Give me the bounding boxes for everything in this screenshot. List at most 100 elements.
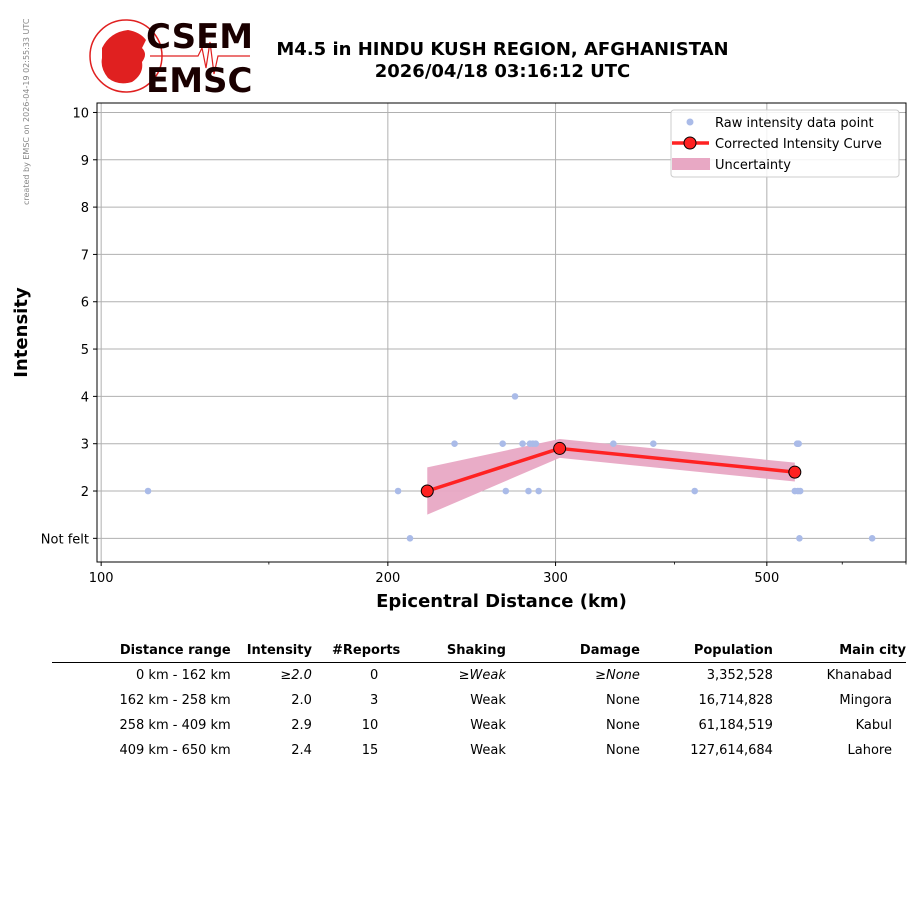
raw-data-point xyxy=(650,440,657,448)
col-main-city: Main city xyxy=(772,641,906,663)
legend-uncertainty-label: Uncertainty xyxy=(715,158,791,173)
cell-population: 127,614,684 xyxy=(690,743,773,758)
curve-layer xyxy=(420,441,802,498)
y-tick-label: 9 xyxy=(81,154,89,169)
chart-title: M4.5 in HINDU KUSH REGION, AFGHANISTAN xyxy=(276,39,729,60)
cell-population: 3,352,528 xyxy=(706,668,773,683)
legend-box xyxy=(670,109,900,178)
table-header-row: Distance range Intensity #Reports Shakin… xyxy=(52,641,906,663)
cell-city: Kabul xyxy=(855,718,892,733)
curve-point xyxy=(788,465,802,479)
cell-intensity: 2.9 xyxy=(291,718,312,733)
col-damage: Damage xyxy=(505,641,640,663)
legend-curve-label: Corrected Intensity Curve xyxy=(715,137,882,152)
legend-curve-marker xyxy=(683,136,697,150)
raw-data-point xyxy=(502,487,510,495)
logo-continents xyxy=(101,30,146,84)
cell-distance: 162 km - 258 km xyxy=(119,693,231,708)
cell-population: 16,714,828 xyxy=(698,693,773,708)
raw-data-point xyxy=(406,535,414,542)
y-tick-label: 5 xyxy=(81,343,89,358)
cell-city: Khanabad xyxy=(826,668,892,683)
col-population: Population xyxy=(639,641,773,663)
logo-seismogram xyxy=(150,41,250,75)
table-row: 258 km - 409 km 2.9 10 Weak None 61,184,… xyxy=(52,713,906,738)
chart-subtitle: 2026/04/18 03:16:12 UTC xyxy=(374,61,631,82)
raw-points-layer xyxy=(144,393,876,542)
cell-damage: ≥None xyxy=(595,668,640,683)
logo-csem: CSEM xyxy=(146,18,253,57)
intensity-summary-table: Distance range Intensity #Reports Shakin… xyxy=(52,641,906,763)
raw-data-point xyxy=(511,393,519,400)
raw-data-point xyxy=(499,440,506,448)
uncertainty-band xyxy=(427,438,795,515)
raw-data-point xyxy=(532,440,540,448)
chart-legend: Raw intensity data point Corrected Inten… xyxy=(670,109,900,178)
raw-data-point xyxy=(796,487,804,495)
cell-reports: 3 xyxy=(370,693,379,708)
curve-point xyxy=(420,484,434,498)
y-tick-label: 7 xyxy=(81,248,89,263)
y-tick-label: 6 xyxy=(81,296,89,311)
raw-data-point xyxy=(525,487,532,495)
raw-data-point xyxy=(691,487,699,495)
cell-intensity: ≥2.0 xyxy=(280,668,312,683)
table-row: 0 km - 162 km ≥2.0 0 ≥Weak ≥None 3,352,5… xyxy=(52,663,906,689)
col-shaking: Shaking xyxy=(400,641,506,663)
x-tick-label: 100 xyxy=(89,571,114,586)
curve-point xyxy=(553,441,567,455)
cell-damage: None xyxy=(606,718,640,733)
cell-distance: 258 km - 409 km xyxy=(119,718,231,733)
cell-distance: 409 km - 650 km xyxy=(119,743,231,758)
uncertainty-band-layer xyxy=(427,438,795,515)
raw-data-point xyxy=(535,487,542,495)
y-tick-label: 4 xyxy=(81,390,89,405)
y-tick-label: 3 xyxy=(81,438,89,453)
raw-data-point xyxy=(451,440,458,448)
raw-data-point xyxy=(610,440,617,448)
y-tick-label: 8 xyxy=(81,201,89,216)
table-row: 162 km - 258 km 2.0 3 Weak None 16,714,8… xyxy=(52,688,906,713)
x-tick-label: 300 xyxy=(543,571,568,586)
cell-reports: 0 xyxy=(370,668,379,683)
col-reports: #Reports xyxy=(311,641,401,663)
cell-damage: None xyxy=(606,743,640,758)
cell-distance: 0 km - 162 km xyxy=(136,668,231,683)
plot-frame xyxy=(96,102,907,563)
cell-intensity: 2.0 xyxy=(291,693,312,708)
y-tick-label: Not felt xyxy=(41,532,89,547)
legend-uncertainty-swatch xyxy=(672,158,710,170)
emsc-logo: CSEM EMSC xyxy=(89,18,253,98)
raw-data-point xyxy=(394,487,402,495)
cell-shaking: Weak xyxy=(470,718,506,733)
raw-data-point xyxy=(795,440,802,448)
x-axis-label: Epicentral Distance (km) xyxy=(376,591,627,612)
y-tick-label: 2 xyxy=(81,485,89,500)
axis-ticks: 100 200 300 500 Not felt 2 3 4 5 6 7 8 9 10 xyxy=(41,106,907,586)
y-tick-label: 10 xyxy=(72,106,89,121)
logo-emsc: EMSC xyxy=(146,61,253,98)
cell-reports: 15 xyxy=(361,743,379,758)
legend-raw-label: Raw intensity data point xyxy=(715,116,874,131)
raw-data-point xyxy=(796,535,803,542)
col-intensity: Intensity xyxy=(230,641,312,663)
cell-population: 61,184,519 xyxy=(698,718,773,733)
legend-raw-marker xyxy=(686,118,694,126)
cell-shaking: Weak xyxy=(470,693,506,708)
table-row: 409 km - 650 km 2.4 15 Weak None 127,614… xyxy=(52,738,906,763)
cell-reports: 10 xyxy=(361,718,379,733)
y-axis-label: Intensity xyxy=(11,287,32,378)
intensity-chart: 100 200 300 500 Not felt 2 3 4 5 6 7 8 9 10 Epicentra… xyxy=(11,102,907,612)
raw-data-point xyxy=(519,440,526,448)
cell-shaking: ≥Weak xyxy=(458,668,506,683)
cell-city: Mingora xyxy=(839,693,892,708)
col-distance-range: Distance range xyxy=(52,641,231,663)
cell-damage: None xyxy=(606,693,640,708)
cell-intensity: 2.4 xyxy=(291,743,312,758)
cell-city: Lahore xyxy=(847,743,892,758)
raw-data-point xyxy=(144,487,152,495)
raw-data-point xyxy=(868,535,876,542)
x-tick-label: 200 xyxy=(375,571,400,586)
x-tick-label: 500 xyxy=(754,571,779,586)
cell-shaking: Weak xyxy=(470,743,506,758)
